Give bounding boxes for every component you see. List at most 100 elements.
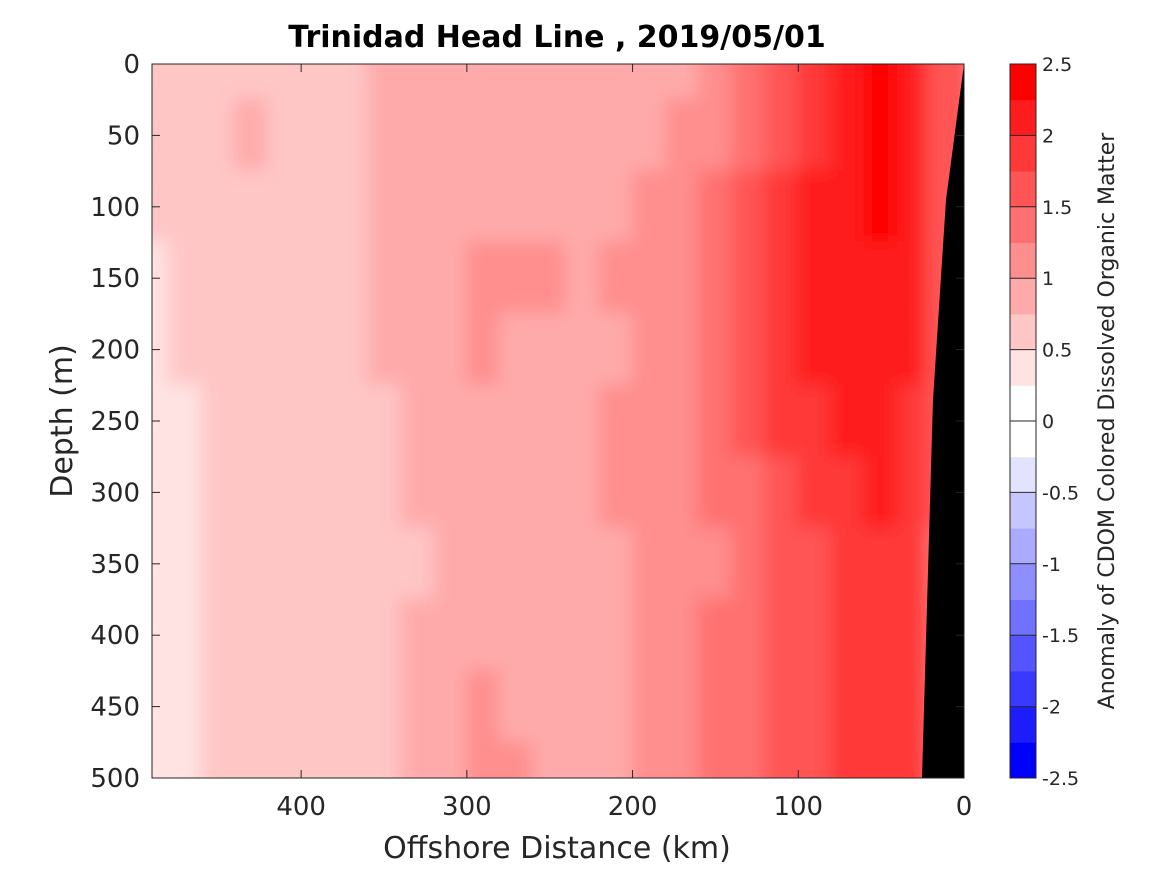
heat-cell (697, 64, 733, 101)
heat-cell (366, 527, 402, 601)
x-axis: 400 300 200 100 0 (276, 64, 972, 822)
heat-cell (267, 170, 303, 244)
heat-cell (532, 598, 568, 672)
heat-cell (731, 669, 767, 744)
heat-cell (399, 170, 435, 244)
heat-cell (664, 455, 700, 530)
heat-cell (565, 527, 601, 601)
colorbar-swatch (1010, 242, 1036, 279)
heat-cell (697, 527, 733, 601)
colorbar-tick-label: 1.5 (1042, 197, 1072, 219)
y-tick-label: 0 (123, 50, 140, 80)
heat-cell (896, 598, 928, 672)
heat-cell (465, 669, 501, 744)
heat-cell (167, 455, 203, 530)
heat-cell (830, 527, 866, 601)
heat-cell (152, 598, 170, 672)
heat-cell (863, 384, 899, 458)
heat-cell (830, 98, 866, 173)
anomaly-cells (152, 64, 964, 778)
heat-cell (300, 741, 336, 778)
heat-cell (233, 312, 269, 387)
heat-cell (830, 455, 866, 530)
heat-cell (233, 741, 269, 778)
heat-cell (167, 64, 203, 101)
colorbar-swatch (1010, 599, 1036, 636)
y-tick-label: 200 (90, 336, 140, 366)
heat-cell (731, 98, 767, 173)
colorbar-swatch (1010, 421, 1036, 458)
colorbar-swatch (1010, 349, 1036, 386)
colorbar-swatch (1010, 206, 1036, 243)
heat-cell (664, 64, 700, 101)
plot-area (151, 63, 965, 779)
heat-cell (399, 741, 435, 778)
heat-cell (598, 241, 634, 315)
heat-cell (797, 98, 833, 173)
heat-cell (333, 669, 369, 744)
heat-cell (532, 455, 568, 530)
heat-cell (152, 741, 170, 778)
heat-cell (499, 741, 535, 778)
heat-cell (764, 98, 800, 173)
heat-cell (366, 241, 402, 315)
heat-cell (167, 527, 203, 601)
heat-cell (697, 98, 733, 173)
heat-cell (200, 741, 236, 778)
heat-cell (399, 312, 435, 387)
colorbar-swatch (1010, 742, 1036, 779)
heat-cell (631, 170, 667, 244)
heat-cell (664, 527, 700, 601)
heat-cell (532, 312, 568, 387)
colorbar-swatch (1010, 456, 1036, 493)
heat-cell (731, 741, 767, 778)
heat-cell (664, 241, 700, 315)
heat-cell (565, 241, 601, 315)
heat-cell (152, 312, 170, 387)
heat-cell (233, 455, 269, 530)
heat-cell (598, 741, 634, 778)
heat-cell (697, 312, 733, 387)
heat-cell (300, 669, 336, 744)
heat-cell (731, 312, 767, 387)
heat-cell (598, 669, 634, 744)
heat-cell (664, 384, 700, 458)
heat-cell (499, 384, 535, 458)
heat-cell (532, 669, 568, 744)
colorbar-tick-label: 0 (1042, 411, 1054, 433)
heat-cell (863, 64, 899, 101)
heat-cell (764, 669, 800, 744)
heat-cell (565, 384, 601, 458)
heat-cell (499, 527, 535, 601)
heat-cell (200, 527, 236, 601)
heat-cell (764, 170, 800, 244)
heat-cell (925, 64, 964, 101)
heat-cell (731, 455, 767, 530)
heat-cell (565, 98, 601, 173)
heat-cell (598, 170, 634, 244)
heat-cell (333, 598, 369, 672)
heat-cell (697, 669, 733, 744)
heat-cell (465, 312, 501, 387)
heat-cell (167, 669, 203, 744)
heat-cell (465, 170, 501, 244)
heat-cell (697, 598, 733, 672)
heat-cell (465, 241, 501, 315)
heat-cell (764, 527, 800, 601)
heat-cell (465, 98, 501, 173)
y-tick-label: 350 (90, 550, 140, 580)
heat-cell (532, 384, 568, 458)
colorbar: -2.5 -2 -1.5 -1 -0.5 0 0.5 1 1.5 2 2.5 (1009, 54, 1079, 790)
heat-cell (565, 741, 601, 778)
heat-cell (499, 64, 535, 101)
heat-cell (830, 669, 866, 744)
heat-cell (598, 312, 634, 387)
heat-cell (233, 241, 269, 315)
heat-cell (465, 598, 501, 672)
y-tick-label: 100 (90, 193, 140, 223)
heat-cell (565, 170, 601, 244)
colorbar-tick-label: 1 (1042, 268, 1054, 290)
heat-cell (233, 598, 269, 672)
y-tick-label: 500 (90, 764, 140, 794)
heat-cell (631, 527, 667, 601)
